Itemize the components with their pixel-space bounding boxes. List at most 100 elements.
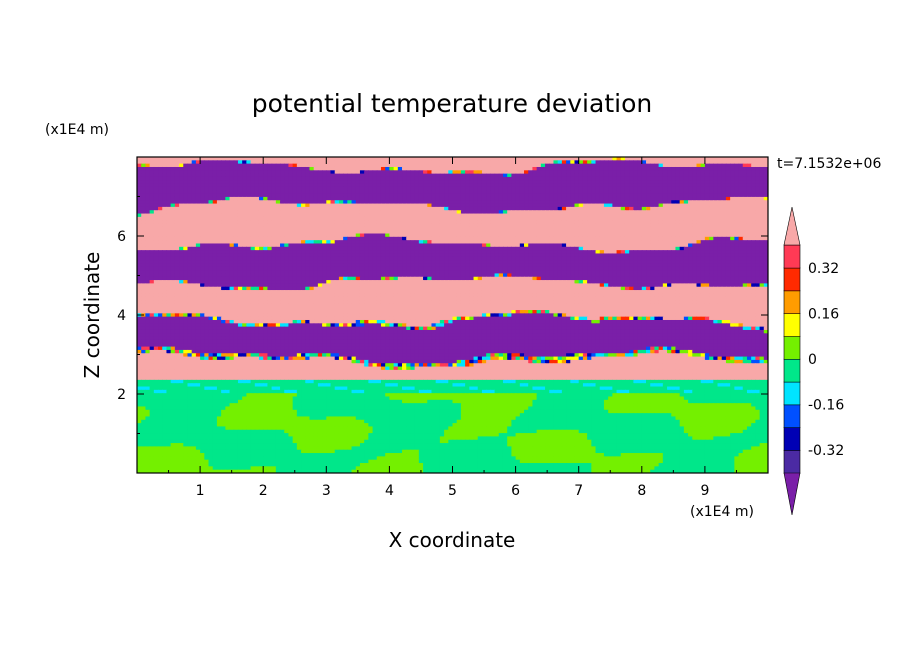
field-cell — [313, 226, 319, 231]
field-cell — [679, 160, 685, 165]
field-cell — [494, 183, 500, 188]
field-cell — [540, 210, 546, 215]
field-cell — [641, 166, 647, 171]
field-cell — [439, 166, 445, 171]
field-cell — [759, 206, 765, 211]
field-cell — [574, 206, 580, 211]
field-cell — [334, 196, 340, 201]
field-cell — [153, 213, 159, 218]
field-cell — [406, 226, 412, 231]
field-cell — [145, 157, 151, 161]
field-cell — [162, 203, 168, 208]
field-cell — [166, 193, 172, 198]
field-cell — [174, 173, 180, 178]
field-cell — [553, 196, 559, 201]
field-cell — [519, 173, 525, 178]
field-cell — [334, 180, 340, 185]
field-cell — [553, 163, 559, 168]
field-cell — [153, 166, 159, 171]
field-cell — [763, 223, 768, 228]
field-cell — [200, 226, 205, 231]
field-cell — [667, 173, 672, 178]
field-cell — [351, 163, 357, 168]
field-cell — [511, 223, 517, 228]
field-cell — [162, 213, 168, 218]
field-cell — [141, 203, 147, 208]
field-cell — [376, 200, 382, 205]
field-cell — [683, 163, 689, 168]
field-cell — [646, 183, 651, 188]
field-cell — [641, 176, 647, 181]
field-cell — [208, 216, 214, 221]
field-cell — [502, 226, 508, 231]
field-cell — [612, 176, 618, 181]
field-cell — [301, 163, 306, 168]
field-cell — [284, 200, 290, 205]
field-cell — [452, 157, 458, 161]
field-cell — [326, 190, 332, 195]
field-cell — [179, 213, 184, 218]
field-cell — [153, 176, 159, 181]
field-cell — [465, 186, 470, 191]
field-cell — [465, 226, 470, 231]
field-cell — [158, 166, 163, 171]
field-cell — [204, 203, 210, 208]
field-cell — [540, 157, 546, 161]
field-cell — [427, 223, 433, 228]
field-cell — [620, 180, 626, 185]
field-cell — [229, 166, 235, 171]
field-cell — [145, 223, 151, 228]
field-cell — [738, 210, 744, 215]
field-cell — [444, 190, 449, 195]
field-cell — [275, 200, 281, 205]
field-cell — [675, 173, 681, 178]
field-cell — [427, 173, 433, 178]
field-cell — [389, 183, 395, 188]
field-cell — [629, 196, 634, 201]
field-cell — [599, 176, 605, 181]
field-cell — [174, 216, 180, 221]
field-cell — [258, 203, 264, 208]
field-cell — [204, 196, 210, 201]
field-cell — [427, 170, 433, 175]
field-cell — [532, 170, 538, 175]
field-cell — [288, 163, 294, 168]
field-cell — [763, 206, 768, 211]
field-cell — [473, 220, 479, 225]
field-cell — [578, 216, 584, 221]
field-cell — [654, 176, 660, 181]
field-cell — [301, 193, 306, 198]
field-cell — [393, 200, 399, 205]
field-cell — [616, 200, 622, 205]
field-cell — [721, 176, 727, 181]
field-cell — [179, 173, 184, 178]
field-cell — [183, 176, 189, 181]
field-cell — [275, 186, 281, 191]
field-cell — [658, 200, 664, 205]
field-cell — [246, 196, 252, 201]
field-cell — [258, 157, 264, 161]
field-cell — [603, 210, 609, 215]
field-cell — [338, 166, 344, 171]
field-cell — [204, 226, 210, 231]
field-cell — [275, 206, 281, 211]
field-cell — [208, 176, 214, 181]
field-cell — [570, 173, 576, 178]
field-cell — [376, 186, 382, 191]
field-cell — [221, 166, 226, 171]
field-cell — [524, 196, 529, 201]
field-cell — [162, 160, 168, 165]
field-cell — [301, 203, 306, 208]
field-cell — [376, 223, 382, 228]
field-cell — [717, 220, 723, 225]
field-cell — [355, 200, 361, 205]
field-cell — [292, 166, 298, 171]
field-cell — [216, 220, 222, 225]
field-cell — [359, 180, 365, 185]
field-cell — [359, 220, 365, 225]
field-cell — [221, 170, 226, 175]
field-cell — [473, 200, 479, 205]
field-cell — [137, 173, 142, 178]
field-cell — [650, 170, 656, 175]
field-cell — [540, 160, 546, 165]
